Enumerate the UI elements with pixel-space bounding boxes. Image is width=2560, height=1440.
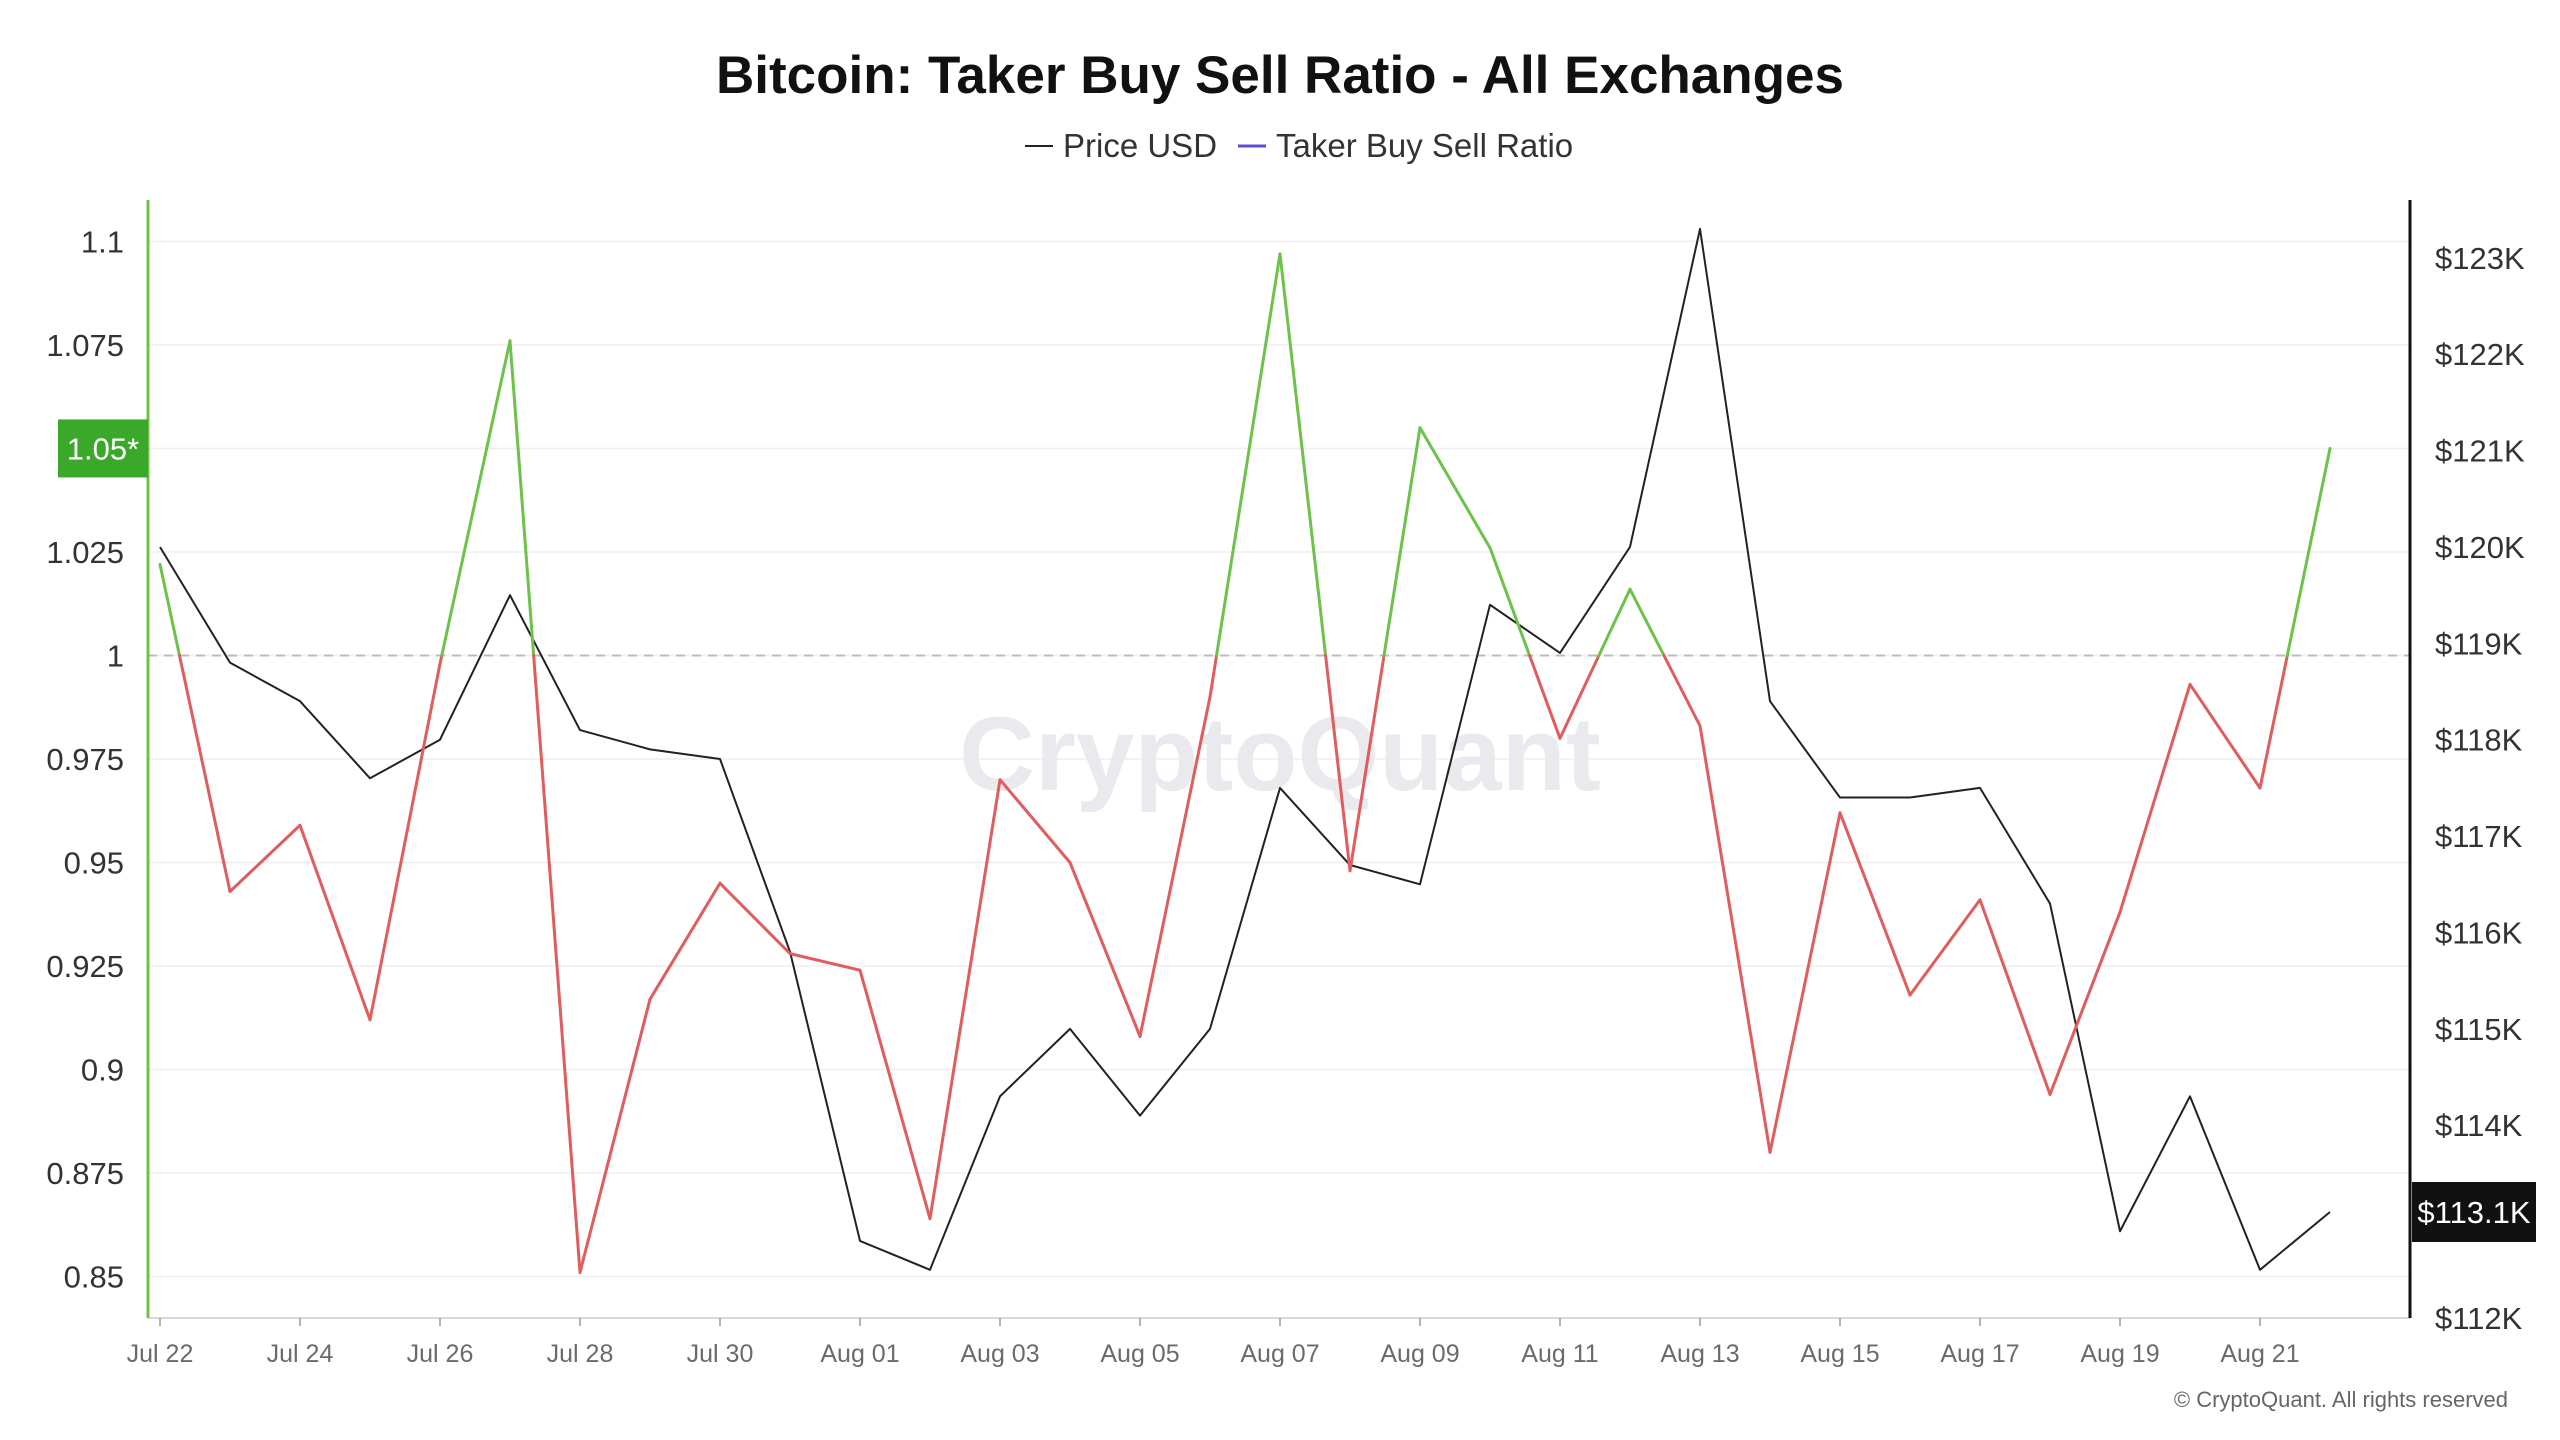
- ratio-segment: [1628, 587, 1666, 657]
- ratio-segment: [1215, 252, 1282, 657]
- x-tick-label: Jul 30: [687, 1340, 754, 1368]
- right-tick-label: $123K: [2435, 241, 2525, 276]
- x-tick-label: Aug 05: [1100, 1340, 1179, 1368]
- ratio-segment: [1382, 426, 1422, 657]
- right-tick-label: $114K: [2435, 1108, 2523, 1143]
- right-tick-label: $120K: [2435, 530, 2525, 565]
- x-axis-ticks: Jul 22 Jul 24 Jul 26 Jul 28 Jul 30 Aug 01 Aug …: [127, 1318, 2300, 1368]
- ratio-segment: [648, 881, 722, 1001]
- ratio-segment: [1418, 426, 1492, 550]
- ratio-segment: [1698, 724, 1772, 1154]
- x-tick-label: Aug 21: [2220, 1340, 2299, 1368]
- legend-price-label[interactable]: Price USD: [1063, 127, 1217, 164]
- right-tick-label: $112K: [2435, 1301, 2523, 1336]
- ratio-segment: [858, 968, 932, 1221]
- left-tick-label: 0.925: [46, 949, 124, 984]
- x-tick-label: Aug 13: [1660, 1340, 1739, 1368]
- ratio-segment: [1208, 653, 1219, 699]
- ratio-segment: [1908, 898, 1982, 997]
- x-tick-label: Aug 03: [960, 1340, 1039, 1368]
- ratio-segment: [177, 653, 232, 894]
- ratio-segment: [1348, 653, 1386, 873]
- right-tick-label: $118K: [2435, 723, 2523, 758]
- ratio-segment: [2118, 682, 2192, 914]
- x-tick-label: Aug 07: [1240, 1340, 1319, 1368]
- left-tick-label: 1: [107, 638, 124, 673]
- series-group: [158, 227, 2332, 1274]
- right-tick-label: $117K: [2435, 819, 2523, 854]
- x-tick-label: Aug 11: [1521, 1340, 1598, 1368]
- ratio-segment: [718, 881, 792, 956]
- ratio-segment: [2188, 682, 2262, 790]
- left-current-badge: [58, 419, 148, 478]
- right-tick-label: $121K: [2435, 434, 2525, 469]
- right-axis-ticks: $123K $122K $121K $120K $119K $118K $117K $116K…: [2435, 241, 2525, 1336]
- ratio-segment: [1838, 811, 1912, 997]
- ratio-segment: [2285, 446, 2332, 657]
- ratio-segment: [1278, 252, 1328, 657]
- x-tick-label: Aug 17: [1940, 1340, 2019, 1368]
- ratio-segment: [1558, 653, 1601, 740]
- ratio-segment: [1068, 861, 1142, 1038]
- left-current-label: 1.05*: [67, 431, 139, 466]
- axes: [146, 200, 2412, 1319]
- ratio-segment: [158, 562, 181, 657]
- ratio-segment: [578, 997, 652, 1274]
- left-tick-label: 1.1: [81, 224, 124, 259]
- x-tick-label: Jul 26: [407, 1340, 474, 1368]
- ratio-segment: [1324, 653, 1352, 873]
- left-tick-label: 0.9: [81, 1053, 124, 1088]
- left-tick-label: 0.95: [64, 846, 124, 881]
- ratio-segment: [440, 339, 512, 657]
- ratio-segment: [368, 662, 442, 1022]
- right-current-label: $113.1K: [2417, 1195, 2531, 1230]
- ratio-segment: [508, 339, 536, 657]
- ratio-segment: [2048, 910, 2122, 1096]
- ratio-segment: [1528, 653, 1562, 740]
- x-tick-label: Jul 28: [547, 1340, 614, 1368]
- ratio-segment: [532, 653, 582, 1274]
- chart-title: Bitcoin: Taker Buy Sell Ratio - All Exch…: [716, 46, 1844, 105]
- x-tick-label: Aug 01: [820, 1340, 899, 1368]
- ratio-segment: [1597, 587, 1632, 657]
- price-usd-line: [159, 227, 2331, 1271]
- ratio-segment: [1768, 811, 1842, 1154]
- ratio-segment: [298, 823, 372, 1022]
- right-tick-label: $116K: [2435, 915, 2523, 950]
- ratio-segment: [1138, 695, 1212, 1038]
- right-tick-label: $115K: [2435, 1012, 2523, 1047]
- x-tick-label: Jul 22: [127, 1340, 194, 1368]
- left-tick-label: 1.025: [46, 535, 124, 570]
- ratio-segment: [998, 778, 1072, 865]
- ratio-segment: [1488, 546, 1532, 657]
- current-value-badges: 1.05* $113.1K: [58, 419, 2536, 1242]
- ratio-segment: [1662, 653, 1702, 728]
- ratio-segment: [1978, 898, 2052, 1096]
- right-current-badge: [2412, 1181, 2536, 1242]
- left-axis-ticks: 1.1 1.075 1.025 1 0.975 0.95 0.925 0.9 0.875 0.85: [46, 224, 124, 1294]
- x-tick-label: Jul 24: [267, 1340, 334, 1368]
- copyright: © CryptoQuant. All rights reserved: [2174, 1387, 2508, 1412]
- right-tick-label: $122K: [2435, 337, 2525, 372]
- right-tick-label: $119K: [2435, 626, 2523, 661]
- ratio-segment: [228, 823, 302, 894]
- legend-ratio-label[interactable]: Taker Buy Sell Ratio: [1276, 127, 1573, 164]
- x-tick-label: Aug 15: [1800, 1340, 1879, 1368]
- left-tick-label: 0.975: [46, 742, 124, 777]
- ratio-segment: [788, 952, 862, 972]
- x-tick-label: Aug 19: [2080, 1340, 2159, 1368]
- watermark: CryptoQuant: [959, 696, 1601, 813]
- ratio-segment: [2258, 653, 2289, 790]
- left-tick-label: 0.85: [64, 1260, 124, 1295]
- left-tick-label: 1.075: [46, 328, 124, 363]
- x-tick-label: Aug 09: [1380, 1340, 1459, 1368]
- ratio-segment: [928, 778, 1002, 1221]
- left-tick-label: 0.875: [46, 1156, 124, 1191]
- legend: Price USD Taker Buy Sell Ratio: [1025, 127, 1573, 164]
